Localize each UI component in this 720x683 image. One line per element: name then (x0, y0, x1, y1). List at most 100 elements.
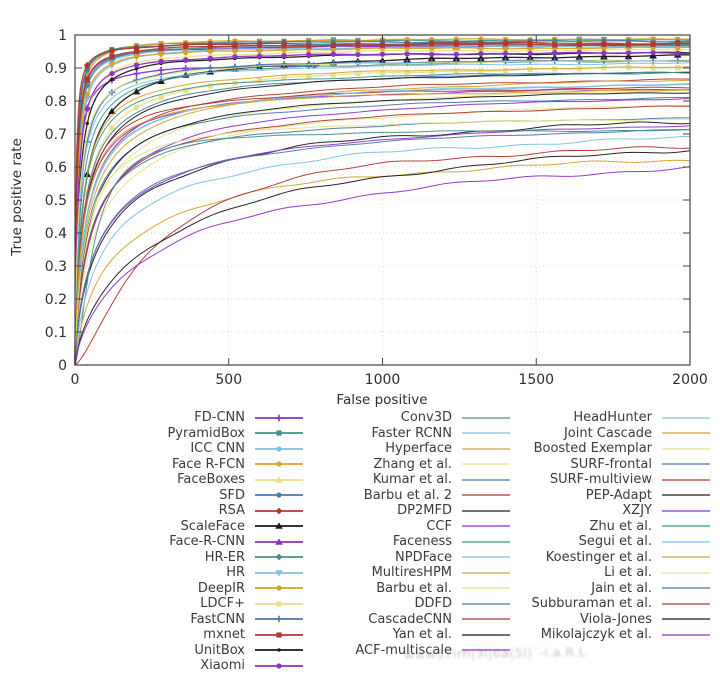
marker-circle (232, 48, 238, 54)
legend-swatch (462, 417, 510, 419)
marker-square (207, 83, 213, 89)
y-tick-label: 0.8 (45, 94, 67, 110)
roc-curve (74, 129, 691, 366)
marker-square (306, 43, 312, 49)
marker-square (675, 40, 681, 47)
legend-swatch (662, 479, 710, 481)
marker-circle (527, 45, 533, 52)
marker-circle (276, 585, 282, 591)
roc-curve (74, 92, 691, 366)
roc-curve (74, 159, 691, 366)
marker-circle (276, 663, 282, 669)
marker-circle (404, 51, 410, 57)
legend-item: SURF-multiview (468, 472, 712, 488)
legend-label: Zhu et al. (589, 518, 652, 534)
legend-item: Jain et al. (468, 581, 712, 597)
y-tick-label: 0.6 (45, 160, 67, 176)
legend-swatch (255, 430, 303, 436)
marker-circle (183, 49, 189, 56)
legend-label: Barbu et al. 2 (363, 487, 452, 503)
marker-triangle-down (275, 569, 283, 577)
marker-circle (502, 50, 509, 57)
legend-label: Faster RCNN (371, 425, 452, 441)
legend-swatch (255, 492, 303, 498)
curve-markers (84, 40, 681, 82)
marker-square (109, 53, 115, 59)
legend-label: RSA (218, 503, 245, 519)
legend-label: Boosted Exemplar (533, 441, 652, 457)
marker-square (478, 68, 484, 74)
legend-swatch (255, 663, 303, 669)
legend-item: HR-ER (80, 550, 305, 566)
marker-circle (276, 446, 282, 452)
legend-item: Zhang et al. (287, 457, 512, 473)
roc-curve (74, 118, 691, 366)
legend-item: Mikolajczyk et al. (468, 627, 712, 643)
legend-swatch (662, 494, 710, 496)
legend-label: HR (226, 565, 245, 581)
legend-label: Jain et al. (591, 580, 652, 596)
legend-label: DeepIR (197, 580, 245, 596)
legend-label: NPDFace (395, 549, 452, 565)
legend-item: CCF (287, 519, 512, 535)
roc-curve (74, 78, 691, 366)
legend-item: ScaleFace (80, 519, 305, 535)
marker-plus (275, 616, 283, 623)
marker-square (527, 66, 533, 72)
legend-swatch (255, 648, 303, 652)
marker-square (133, 48, 140, 54)
marker-square (109, 125, 115, 131)
marker-square (158, 45, 164, 52)
legend-item: Barbu et al. (287, 581, 512, 597)
roc-curve (74, 71, 691, 366)
marker-circle (232, 54, 238, 60)
marker-plus (256, 61, 263, 69)
x-axis-label: False positive (336, 392, 428, 408)
marker-circle (183, 57, 189, 63)
legend-swatch (662, 634, 710, 636)
roc-curve (74, 86, 691, 366)
legend-label: ICC CNN (190, 441, 245, 457)
legend-label: Joint Cascade (563, 425, 652, 441)
legend-swatch (662, 541, 710, 543)
marker-dot (85, 121, 90, 126)
marker-square (502, 41, 509, 47)
marker-square (355, 70, 361, 77)
marker-dot (134, 66, 139, 71)
marker-circle (478, 51, 484, 57)
legend-label: Xiaomi (200, 658, 245, 674)
legend-label: CCF (426, 518, 452, 534)
legend-swatch (662, 587, 710, 589)
marker-diamond (275, 507, 283, 515)
legend-label: DDFD (414, 596, 452, 612)
legend-label: LDCF+ (200, 596, 245, 612)
legend-label: Koestinger et al. (545, 549, 652, 565)
legend-label: ACF-multiscale (355, 642, 452, 658)
marker-circle (478, 45, 484, 51)
marker-circle (276, 461, 282, 467)
roc-curve (74, 121, 691, 366)
marker-circle (281, 47, 287, 53)
legend-item: Face R-FCN (80, 457, 305, 473)
y-tick-label: 0.3 (45, 259, 67, 275)
legend-swatch (462, 463, 510, 465)
legend-item: CascadeCNN (287, 612, 512, 628)
marker-circle (527, 50, 533, 57)
legend-swatch (662, 510, 710, 512)
roc-curve (74, 150, 691, 366)
marker-triangle (132, 87, 141, 95)
legend-item: DeepIR (80, 581, 305, 597)
legend-item: Kumar et al. (287, 472, 512, 488)
legend-item: ICC CNN (80, 441, 305, 457)
legend-swatch (662, 448, 710, 450)
marker-triangle-down (83, 95, 92, 103)
legend-swatch (255, 601, 303, 607)
x-tick-label: 0 (71, 372, 80, 388)
legend-swatch (255, 446, 303, 452)
legend-label: Hyperface (385, 441, 452, 457)
curves (74, 36, 691, 366)
marker-circle (601, 50, 607, 56)
legend-label: PEP-Adapt (585, 487, 652, 503)
marker-circle (109, 61, 115, 67)
